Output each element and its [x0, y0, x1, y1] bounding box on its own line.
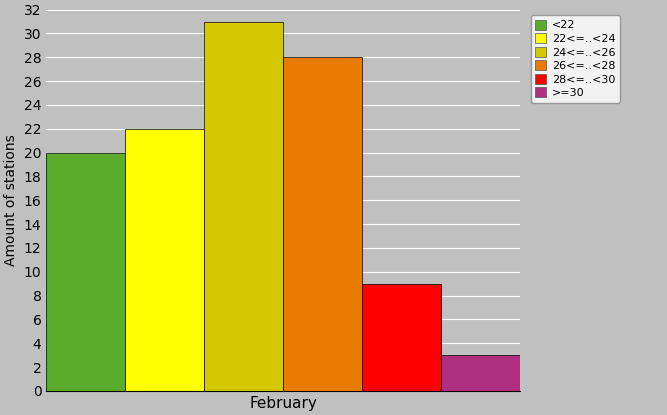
Bar [204, 22, 283, 391]
Legend: <22, 22<=..<24, 24<=..<26, 26<=..<28, 28<=..<30, >=30: <22, 22<=..<24, 24<=..<26, 26<=..<28, 28… [530, 15, 620, 103]
Bar [362, 284, 442, 391]
Bar [442, 355, 520, 391]
Bar [283, 57, 362, 391]
Bar [46, 153, 125, 391]
Y-axis label: Amount of stations: Amount of stations [4, 134, 18, 266]
Bar [125, 129, 204, 391]
